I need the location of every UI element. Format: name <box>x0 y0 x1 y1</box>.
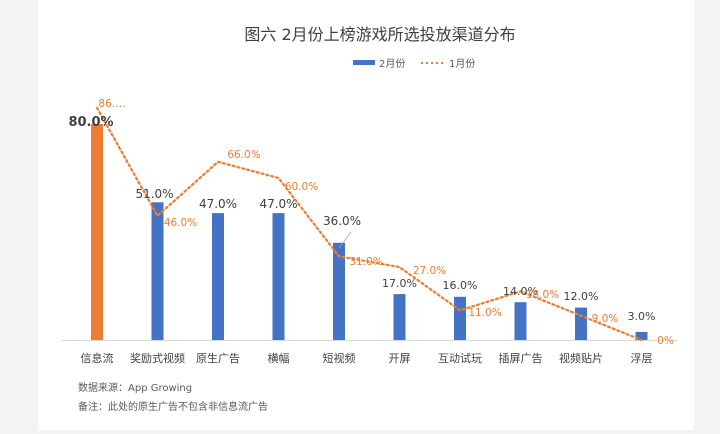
bar-浮层 <box>635 331 648 340</box>
line-label-短视频: 31.0% <box>349 256 382 268</box>
bar-label-信息流: 80.0% <box>68 115 113 130</box>
bar-label-开屏: 17.0% <box>382 277 417 290</box>
legend-label-2月份: 2月份 <box>379 58 405 70</box>
bar-label-浮层: 3.0% <box>628 310 656 323</box>
line-label-横幅: 60.0% <box>285 181 318 193</box>
leader-line-短视频 <box>338 231 352 249</box>
line-label-信息流: 86.… <box>98 98 125 110</box>
x-tick-label-视频贴片: 视频贴片 <box>559 351 603 365</box>
line-label-插屏广告: 18.0% <box>526 289 559 301</box>
x-tick-label-开屏: 开屏 <box>389 352 411 365</box>
x-tick-label-信息流: 信息流 <box>81 351 114 365</box>
line-label-浮层: 0% <box>657 335 674 347</box>
x-tick-label-奖励式视频: 奖励式视频 <box>130 351 185 365</box>
chart-title: 图六 2月份上榜游戏所选投放渠道分布 <box>244 25 515 44</box>
x-tick-label-互动试玩: 互动试玩 <box>438 352 482 365</box>
bar-视频贴片 <box>575 307 587 340</box>
bar-label-短视频: 36.0% <box>323 214 361 228</box>
bar-插屏广告 <box>514 302 527 340</box>
source-note: 数据来源：App Growing <box>78 383 193 394</box>
legend-label-1月份: 1月份 <box>449 58 475 70</box>
bar-互动试玩 <box>454 296 466 340</box>
x-tick-label-插屏广告: 插屏广告 <box>499 351 543 365</box>
line-label-视频贴片: 9.0% <box>592 313 619 325</box>
x-tick-label-短视频: 短视频 <box>323 351 356 365</box>
line-label-原生广告: 66.0% <box>227 149 260 161</box>
line-1月份 <box>95 106 643 342</box>
bar-开屏 <box>393 294 406 340</box>
bar-label-奖励式视频: 51.0% <box>135 187 173 201</box>
bar-信息流 <box>91 124 103 340</box>
bar-奖励式视频 <box>151 202 164 340</box>
bar-label-横幅: 47.0% <box>259 197 297 211</box>
line-label-互动试玩: 11.0% <box>468 307 501 319</box>
line-label-开屏: 27.0% <box>413 265 446 277</box>
bar-原生广告 <box>212 213 224 340</box>
bar-短视频 <box>333 242 345 340</box>
bar-label-互动试玩: 16.0% <box>443 279 478 292</box>
x-tick-label-原生广告: 原生广告 <box>196 351 240 365</box>
chart-card: 图六 2月份上榜游戏所选投放渠道分布 2月份 1月份 80.0% 51.0% 47.0% 4… <box>38 0 694 430</box>
legend-swatch-2月份 <box>353 60 375 65</box>
bar-label-原生广告: 47.0% <box>199 197 237 211</box>
x-tick-label-浮层: 浮层 <box>631 352 653 365</box>
x-tick-label-横幅: 横幅 <box>268 351 290 365</box>
line-label-奖励式视频: 46.0% <box>164 217 197 229</box>
bar-label-视频贴片: 12.0% <box>564 290 599 303</box>
bar-label-插屏广告: 14.0% <box>503 285 538 298</box>
remark-note: 备注：此处的原生广告不包含非信息流广告 <box>78 402 268 413</box>
bar-横幅 <box>272 213 285 340</box>
